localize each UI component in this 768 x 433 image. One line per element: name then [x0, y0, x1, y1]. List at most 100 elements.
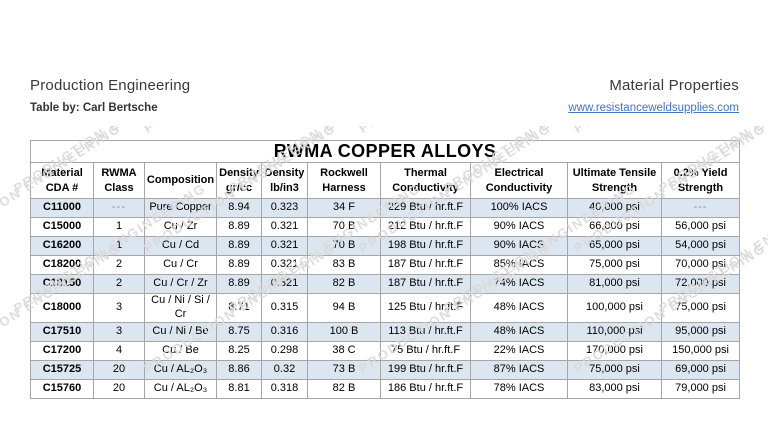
table-cell: 100 B [307, 321, 381, 342]
column-header: Thermal Conductivity [380, 162, 471, 199]
table-cell: Cu / Ni / Si / Cr [144, 293, 217, 323]
table-cell: 187 Btu / hr.ft.F [380, 274, 471, 294]
watermark-text: PRODUCTION ENGINEERING [356, 126, 554, 136]
table-cell: 1 [93, 217, 145, 237]
table-cell: 113 Btu / hr.ft.F [380, 321, 471, 342]
table-cell: --- [93, 198, 145, 218]
table-cell: 22% IACS [470, 340, 568, 361]
table-cell: 20 [93, 359, 145, 380]
table-cell: 83 B [307, 255, 381, 275]
table-cell: 75,000 psi [567, 255, 662, 275]
material-cda-cell: C15725 [30, 359, 94, 380]
table-cell: 73 B [307, 359, 381, 380]
column-header: 0.2% Yield Strength [660, 162, 741, 199]
table-cell: 199 Btu / hr.ft.F [380, 359, 471, 380]
table-cell: 150,000 psi [660, 340, 741, 361]
table-row: C18000 3 Cu / Ni / Si / Cr 8.71 0.315 94 B 125… [30, 293, 741, 323]
table-cell: 48% IACS [470, 293, 568, 323]
table-cell: 66,000 psi [567, 217, 662, 237]
table-cell: 0.321 [261, 274, 308, 294]
table-title: RWMA COPPER ALLOYS [29, 140, 741, 163]
heading-production-engineering: Production Engineering [30, 77, 191, 94]
material-cda-cell: C15760 [30, 378, 94, 399]
material-cda-cell: C17510 [30, 321, 94, 342]
table-cell: 8.25 [216, 340, 262, 361]
page-header: Production Engineering Material Properti… [30, 77, 739, 94]
column-header: RWMA Class [93, 162, 145, 199]
table-cell: 75 Btu / hr.ft.F [380, 340, 471, 361]
table-cell: 0.298 [261, 340, 308, 361]
table-cell: 125 Btu / hr.ft.F [380, 293, 471, 323]
table-row: C17200 4 Cu / Be 8.25 0.298 38 C 75 Btu / hr.f… [30, 340, 741, 361]
table-cell: 0.321 [261, 255, 308, 275]
table-cell: 40,000 psi [567, 198, 662, 218]
column-header: Rockwell Harness [307, 162, 381, 199]
heading-material-properties: Material Properties [609, 77, 739, 94]
table-cell: 110,000 psi [567, 321, 662, 342]
table-cell: 78% IACS [470, 378, 568, 399]
material-cda-cell: C15000 [30, 217, 94, 237]
table-cell: 8.89 [216, 274, 262, 294]
table-cell: 94 B [307, 293, 381, 323]
table-cell: 1 [93, 236, 145, 256]
table-cell: 87% IACS [470, 359, 568, 380]
column-header: Material CDA # [30, 162, 94, 199]
column-header: Density lb/in3 [261, 162, 308, 199]
table-cell: Cu / Be [144, 340, 217, 361]
table-cell: 0.321 [261, 217, 308, 237]
material-cda-cell: C18200 [30, 255, 94, 275]
table-cell: 65,000 psi [567, 236, 662, 256]
table-row: C11000 --- Pure Copper 8.94 0.323 34 F 229 Btu… [30, 198, 741, 218]
table-cell: 85% IACS [470, 255, 568, 275]
table-cell: 82 B [307, 274, 381, 294]
table-cell: 187 Btu / hr.ft.F [380, 255, 471, 275]
table-cell: Cu / AL₂O₃ [144, 359, 217, 380]
table-cell: 4 [93, 340, 145, 361]
table-row: C15725 20 Cu / AL₂O₃ 8.86 0.32 73 B 199 Btu / … [30, 359, 741, 380]
table-cell: 0.318 [261, 378, 308, 399]
material-cda-cell: C11000 [30, 198, 94, 218]
table-cell: 0.321 [261, 236, 308, 256]
table-cell: 8.75 [216, 321, 262, 342]
table-cell: 69,000 psi [660, 359, 741, 380]
table-cell: 100,000 psi [567, 293, 662, 323]
watermark-text: PRODUCTION ENGINEERING [141, 126, 339, 136]
table-cell: 0.323 [261, 198, 308, 218]
table-cell: 170,000 psi [567, 340, 662, 361]
watermark-text: PRODUCTION ENGINEERING [0, 126, 124, 136]
alloy-table-container: RWMA COPPER ALLOYS Material CDA # RWMA Cl… [29, 140, 741, 399]
page-subheader: Table by: Carl Bertsche www.resistancewe… [30, 102, 739, 114]
material-cda-cell: C17200 [30, 340, 94, 361]
table-cell: 3 [93, 293, 145, 323]
table-cell: 75,000 psi [660, 293, 741, 323]
supplier-website-link[interactable]: www.resistanceweldsupplies.com [568, 102, 739, 114]
table-header-row: Material CDA # RWMA Class Composition Densi… [30, 162, 741, 199]
table-cell: 100% IACS [470, 198, 568, 218]
table-cell: 83,000 psi [567, 378, 662, 399]
table-cell: 74% IACS [470, 274, 568, 294]
table-cell: 70 B [307, 217, 381, 237]
table-cell: Cu / Zr [144, 217, 217, 237]
table-title-row: RWMA COPPER ALLOYS [29, 140, 741, 163]
table-cell: Cu / Cd [144, 236, 217, 256]
table-cell: 2 [93, 255, 145, 275]
table-row: C18150 2 Cu / Cr / Zr 8.89 0.321 82 B 187 Btu … [30, 274, 741, 294]
table-cell: 212 Btu / hr.ft.F [380, 217, 471, 237]
table-cell: 8.86 [216, 359, 262, 380]
material-cda-cell: C18150 [30, 274, 94, 294]
table-cell: 0.316 [261, 321, 308, 342]
column-header: Electrical Conductivity [470, 162, 568, 199]
table-row: C17510 3 Cu / Ni / Be 8.75 0.316 100 B 113 Btu… [30, 321, 741, 342]
table-cell: 38 C [307, 340, 381, 361]
table-cell: --- [660, 198, 741, 218]
table-cell: 75,000 psi [567, 359, 662, 380]
material-cda-cell: C18000 [30, 293, 94, 323]
table-cell: 79,000 psi [660, 378, 741, 399]
watermark-text: PRODUCTION ENGINEERING [571, 126, 768, 136]
table-cell: 90% IACS [470, 236, 568, 256]
material-cda-cell: C16200 [30, 236, 94, 256]
table-cell: Pure Copper [144, 198, 217, 218]
column-header: Composition [144, 162, 217, 199]
table-cell: 8.94 [216, 198, 262, 218]
